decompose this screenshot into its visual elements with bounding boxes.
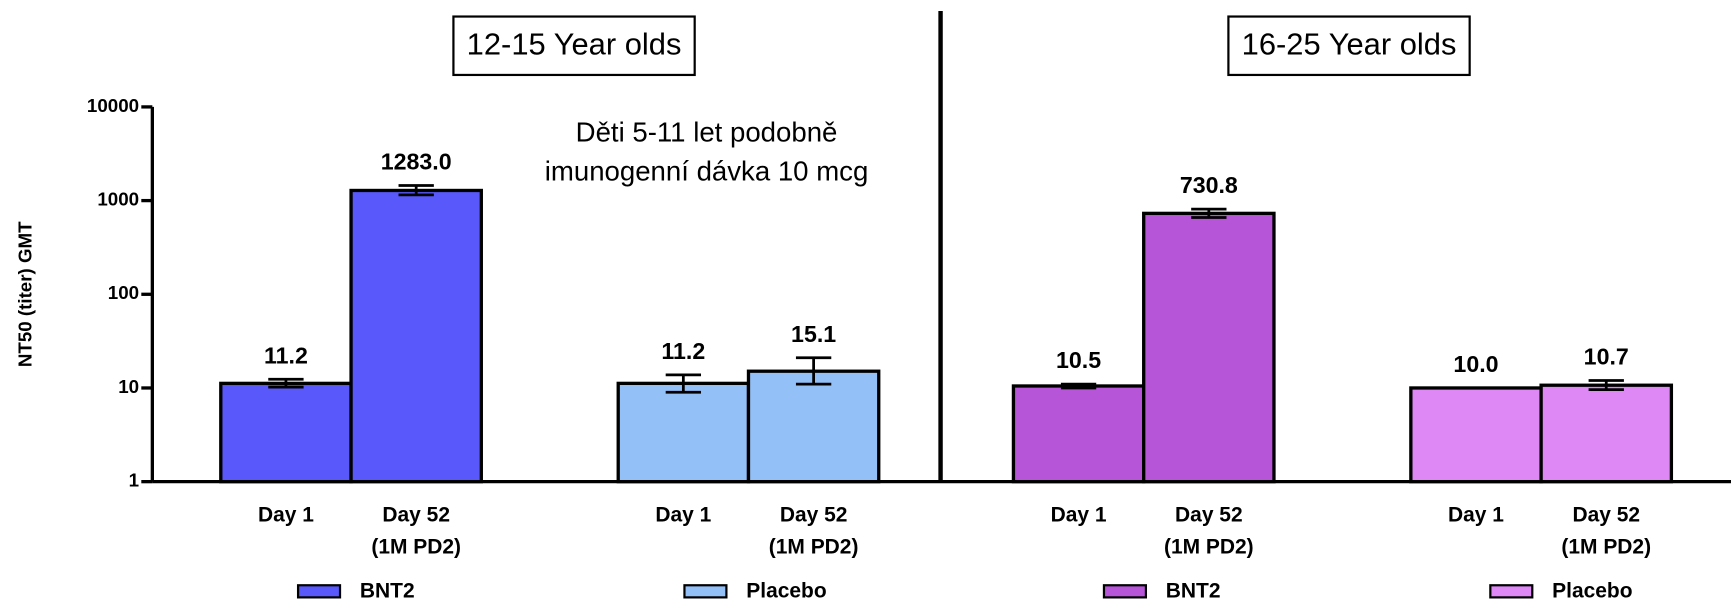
bar — [746, 369, 881, 484]
x-tick-label: (1M PD2) — [371, 535, 461, 558]
legend-swatch — [1102, 584, 1148, 599]
value-label: 10.7 — [1584, 344, 1629, 370]
value-label: 11.2 — [661, 338, 705, 364]
bar — [1409, 386, 1543, 484]
y-tick-label: 1 — [129, 470, 139, 491]
x-tick-label: Day 52 — [1572, 503, 1640, 526]
x-tick-label: Day 1 — [1448, 503, 1504, 526]
bar — [1539, 383, 1674, 484]
legend-swatch — [1489, 584, 1534, 599]
bar — [1142, 211, 1276, 484]
annotation: Děti 5-11 let podobně — [576, 117, 838, 148]
x-tick-label: Day 1 — [1051, 503, 1107, 526]
value-label: 10.0 — [1453, 351, 1498, 377]
y-tick-label: 1000 — [97, 189, 139, 210]
x-tick-label: (1M PD2) — [1164, 535, 1254, 558]
legend-label: BNT2 — [360, 579, 415, 602]
x-tick-label: Day 52 — [1175, 503, 1243, 526]
x-tick-label: Day 1 — [655, 503, 711, 526]
value-label: 730.8 — [1180, 172, 1238, 198]
y-tick-label: 10000 — [87, 95, 139, 116]
y-tick-label: 10 — [118, 376, 139, 397]
legend-label: Placebo — [1552, 579, 1632, 602]
value-label: 11.2 — [264, 342, 308, 368]
y-tick-label: 100 — [108, 282, 139, 303]
bar — [219, 381, 353, 484]
panel-title: 16-25 Year olds — [1242, 26, 1457, 61]
x-tick-label: Day 1 — [258, 503, 314, 526]
x-tick-label: (1M PD2) — [769, 535, 859, 558]
panel-title-box — [452, 15, 696, 77]
y-axis-label: NT50 (titer) GMT — [14, 221, 35, 367]
panel-title: 12-15 Year olds — [467, 26, 682, 61]
value-label: 10.5 — [1056, 347, 1101, 373]
legend-swatch — [296, 584, 342, 599]
bar — [616, 381, 751, 484]
legend-label: BNT2 — [1166, 579, 1221, 602]
legend-label: Placebo — [746, 579, 826, 602]
value-label: 1283.0 — [381, 149, 452, 175]
annotation: imunogenní dávka 10 mcg — [545, 155, 869, 186]
bar — [1011, 384, 1146, 484]
x-tick-label: Day 52 — [780, 503, 848, 526]
x-tick-label: Day 52 — [382, 503, 450, 526]
value-label: 15.1 — [791, 321, 836, 347]
legend-swatch — [683, 584, 728, 599]
bar — [349, 188, 483, 484]
panel-title-box — [1227, 15, 1471, 77]
x-tick-label: (1M PD2) — [1561, 535, 1651, 558]
